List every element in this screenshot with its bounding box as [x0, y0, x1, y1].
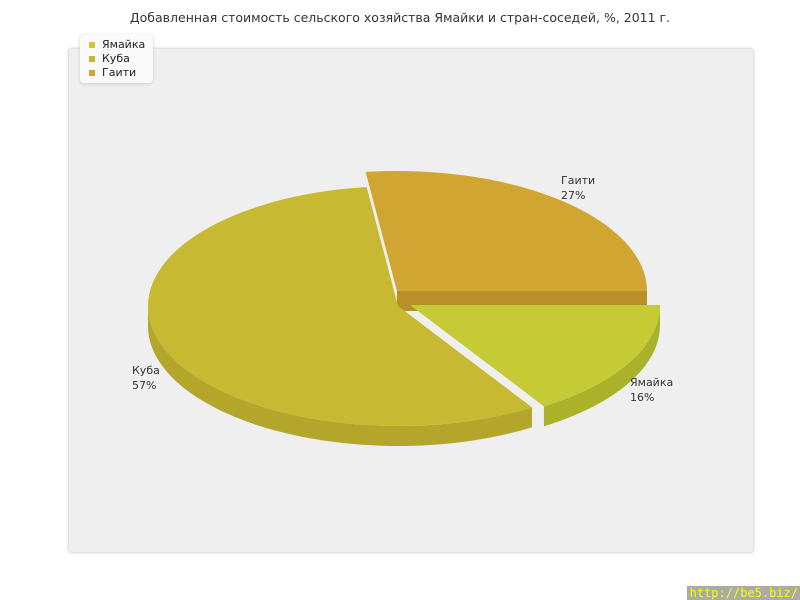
slice-cuba[interactable] — [147, 186, 532, 427]
legend-swatch — [89, 69, 95, 76]
data-label-haiti: Гаити 27% — [561, 173, 595, 203]
legend-item-cuba[interactable]: Куба — [89, 52, 145, 65]
data-label-name: Гаити — [561, 174, 596, 187]
data-label-cuba: Куба 57% — [132, 363, 160, 393]
slice-side-cuba[interactable] — [148, 306, 532, 447]
legend: Ямайка Куба Гаити — [80, 34, 154, 83]
slice-haiti[interactable] — [365, 171, 647, 291]
legend-swatch — [89, 55, 95, 62]
legend-label: Гаити — [102, 66, 137, 79]
chart-title: Добавленная стоимость сельского хозяйств… — [129, 10, 671, 25]
legend-label: Ямайка — [102, 38, 146, 51]
legend-item-haiti[interactable]: Гаити — [89, 66, 145, 79]
slice-side-jamaica[interactable] — [543, 305, 660, 427]
data-label-value: 57% — [132, 379, 157, 392]
data-label-name: Куба — [132, 364, 160, 377]
data-label-jamaica: Ямайка 16% — [630, 375, 673, 405]
data-label-value: 16% — [630, 391, 655, 404]
watermark-link[interactable]: http://be5.biz/ — [686, 586, 800, 600]
slice-jamaica[interactable] — [410, 305, 660, 407]
data-label-value: 27% — [561, 189, 586, 202]
data-label-name: Ямайка — [630, 376, 674, 389]
legend-label: Куба — [102, 52, 130, 65]
legend-swatch — [89, 41, 95, 48]
legend-item-jamaica[interactable]: Ямайка — [89, 38, 145, 51]
